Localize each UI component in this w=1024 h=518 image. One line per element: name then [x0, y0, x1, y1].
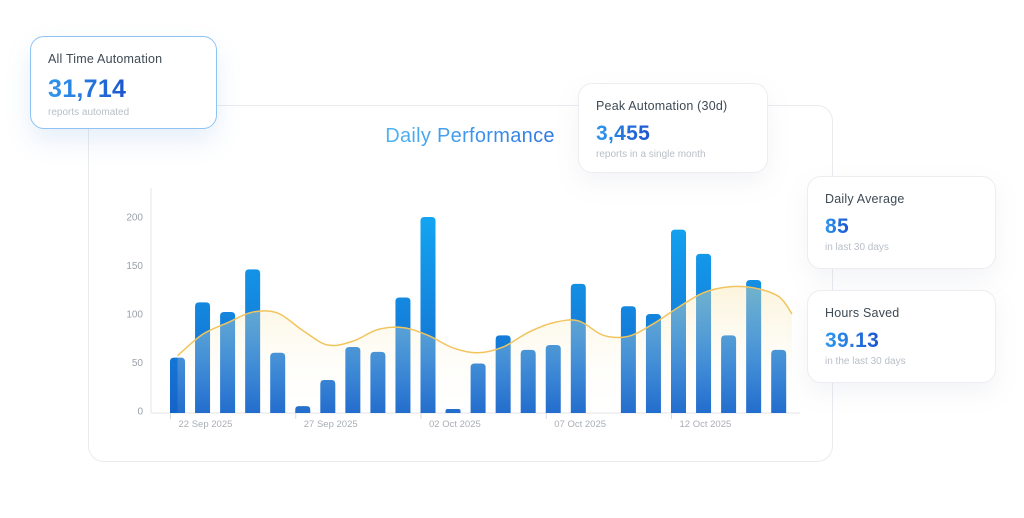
chart-title: Daily Performance: [385, 125, 555, 147]
y-axis-tick-label: 50: [132, 358, 144, 369]
y-axis-tick-label: 150: [126, 261, 143, 272]
stat-card-daily-average: Daily Average 85 in last 30 days: [807, 176, 996, 269]
stat-label: Peak Automation (30d): [596, 99, 728, 113]
stat-sublabel: in the last 30 days: [825, 356, 906, 367]
y-axis-tick-label: 200: [126, 213, 143, 224]
x-axis-tick-label: 27 Sep 2025: [304, 419, 358, 430]
y-axis-tick-label: 0: [137, 407, 143, 418]
stat-label: All Time Automation: [48, 52, 163, 66]
x-axis-tick-label: 22 Sep 2025: [179, 419, 233, 430]
y-axis-tick-label: 100: [126, 310, 143, 321]
stat-card-peak-automation: Peak Automation (30d) 3,455 reports in a…: [578, 83, 768, 173]
x-axis-tick-label: 12 Oct 2025: [680, 419, 732, 430]
stat-label: Hours Saved: [825, 306, 900, 320]
stat-value: 39.13: [825, 329, 880, 352]
stat-value: 85: [825, 215, 849, 238]
daily-performance-chart[interactable]: 0 50 100 150 200 22 Sep 2025 27 Sep 2025 02 Oct…: [100, 178, 810, 448]
stat-card-all-time-automation: All Time Automation 31,714 reports autom…: [30, 36, 217, 129]
trend-area: [177, 286, 792, 413]
trend-line: [177, 285, 793, 357]
stat-sublabel: in last 30 days: [825, 242, 889, 253]
x-axis-tick-label: 02 Oct 2025: [429, 419, 481, 430]
stat-label: Daily Average: [825, 192, 905, 206]
stat-sublabel: reports automated: [48, 107, 130, 118]
stat-sublabel: reports in a single month: [596, 149, 706, 160]
stat-value: 31,714: [48, 75, 127, 103]
stat-card-hours-saved: Hours Saved 39.13 in the last 30 days: [807, 290, 996, 383]
x-axis-tick-label: 07 Oct 2025: [554, 419, 606, 430]
stat-value: 3,455: [596, 122, 651, 145]
